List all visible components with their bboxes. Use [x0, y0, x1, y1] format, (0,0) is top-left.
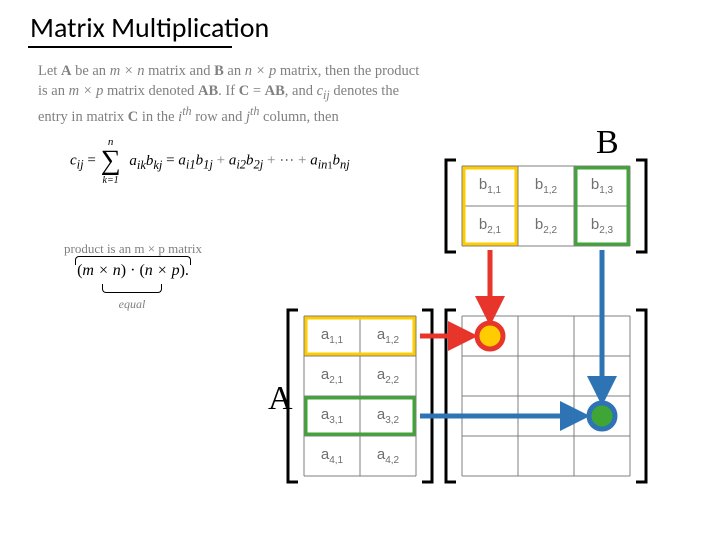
- page-title: Matrix Multiplication: [30, 10, 269, 45]
- equal-brace: equal: [92, 284, 172, 312]
- b-cell-1-3: b1,3: [577, 176, 627, 196]
- definition-text: Let A be an m × n matrix and B an n × p …: [38, 62, 468, 127]
- title-underline: [28, 46, 232, 48]
- product-dimension-note: product is an m × p matrix: [48, 240, 218, 258]
- product-dimension-expr: (m × n) · (n × p).: [48, 262, 218, 280]
- matrix-a-label: A: [268, 380, 293, 418]
- b-cell-1-1: b1,1: [465, 176, 515, 196]
- a-cell-2-2: a2,2: [363, 366, 413, 386]
- a-cell-1-2: a1,2: [363, 326, 413, 346]
- a-cell-4-1: a4,1: [307, 446, 357, 466]
- summation-formula: cij = n ∑ k=1 aikbkj = ai1b1j + ai2b2j +…: [70, 150, 350, 173]
- b-cell-1-2: b1,2: [521, 176, 571, 196]
- a-cell-1-1: a1,1: [307, 326, 357, 346]
- b-cell-2-2: b2,2: [521, 216, 571, 236]
- a-cell-4-2: a4,2: [363, 446, 413, 466]
- b-cell-2-1: b2,1: [465, 216, 515, 236]
- a-cell-3-1: a3,1: [307, 406, 357, 426]
- a-cell-2-1: a2,1: [307, 366, 357, 386]
- b-cell-2-3: b2,3: [577, 216, 627, 236]
- matrix-b-label: B: [596, 124, 619, 162]
- a-cell-3-2: a3,2: [363, 406, 413, 426]
